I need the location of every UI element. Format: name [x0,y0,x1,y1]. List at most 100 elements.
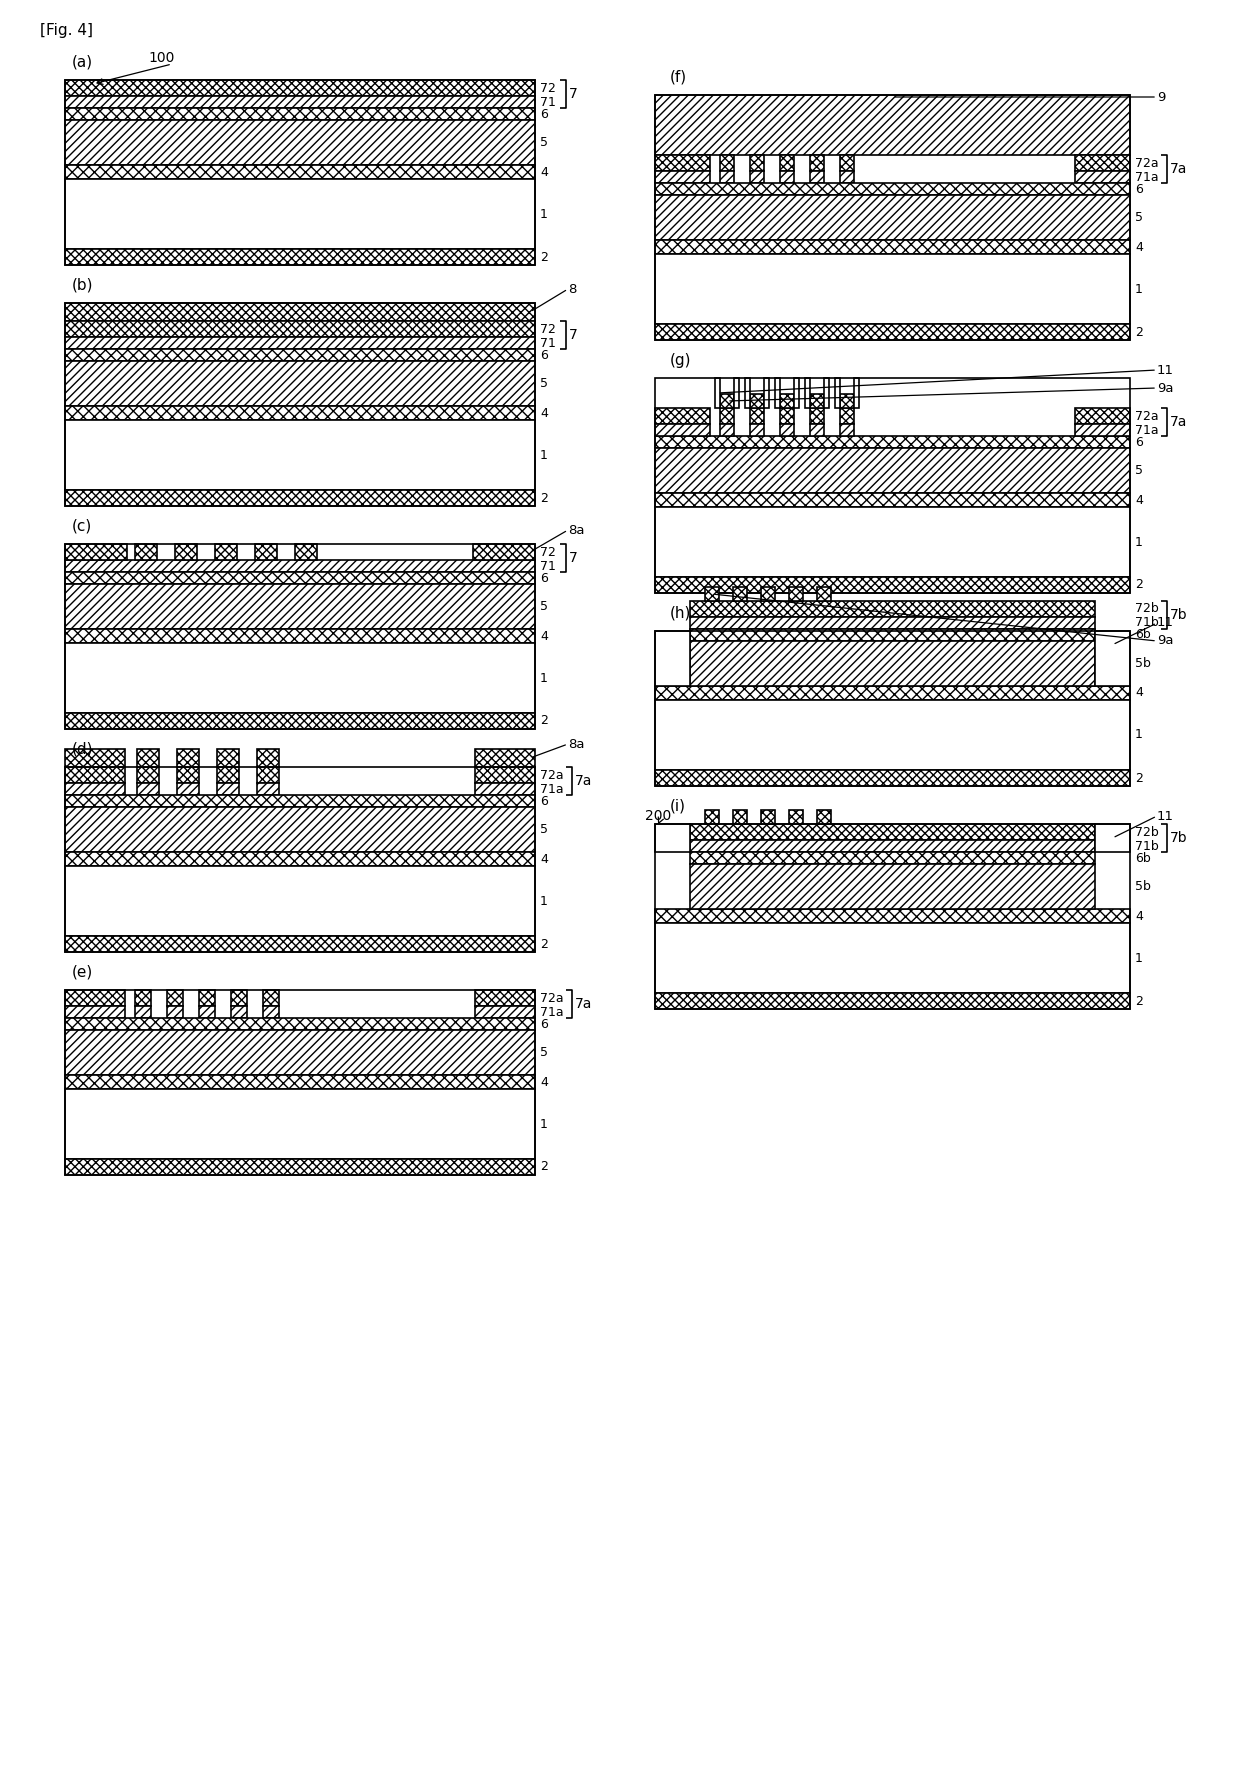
Bar [810,172,825,182]
Text: (h): (h) [670,606,692,620]
Text: 7b: 7b [1171,831,1188,845]
Bar [655,824,1130,1009]
Bar [64,179,534,250]
Bar [780,172,794,182]
Text: (f): (f) [670,69,687,85]
Text: (e): (e) [72,965,93,979]
Bar [64,572,534,584]
Text: 6: 6 [539,108,548,120]
Text: 7: 7 [569,551,578,565]
Bar [472,544,534,560]
Bar [231,990,247,1006]
Bar [135,544,157,560]
Bar [64,937,534,953]
Bar [810,423,825,436]
Text: 72: 72 [539,81,556,94]
Text: 7b: 7b [1171,607,1188,622]
Bar [839,172,854,182]
Text: 1: 1 [1135,728,1143,742]
Text: 7: 7 [569,87,578,101]
Bar [1095,630,1130,685]
Text: 5: 5 [1135,464,1143,476]
Text: 2: 2 [539,1160,548,1174]
Text: 5: 5 [539,824,548,836]
Bar [64,420,534,491]
Bar [780,393,794,407]
Text: (b): (b) [72,278,93,292]
Bar [835,377,839,407]
Bar [655,156,711,172]
Bar [655,700,1130,770]
Text: 1: 1 [1135,535,1143,549]
Bar [64,1089,534,1158]
Bar [655,909,1130,923]
Bar [750,172,764,182]
Text: 2: 2 [1135,579,1143,592]
Bar [789,809,804,824]
Bar [64,714,534,730]
Text: 8: 8 [568,283,577,296]
Bar [64,990,125,1006]
Bar [655,241,1130,253]
Text: 71b: 71b [1135,616,1158,629]
Text: (d): (d) [72,742,93,756]
Text: 4: 4 [1135,494,1143,507]
Bar [231,1006,247,1018]
Bar [715,377,720,407]
Text: 5: 5 [539,377,548,390]
Text: 6b: 6b [1135,629,1151,641]
Text: 1: 1 [539,207,548,221]
Bar [64,108,534,120]
Bar [136,749,159,767]
Text: 5b: 5b [1135,880,1151,893]
Text: 72a: 72a [1135,156,1158,170]
Text: 7: 7 [569,328,578,342]
Text: 2: 2 [539,714,548,728]
Bar [810,393,825,407]
Bar [64,361,534,406]
Text: 4: 4 [539,629,548,643]
Bar [689,629,1095,641]
Bar [706,586,719,600]
Text: 2: 2 [539,937,548,951]
Text: 9a: 9a [1157,381,1173,395]
Bar [720,393,734,407]
Text: 71: 71 [539,560,556,572]
Bar [734,377,739,407]
Text: 71a: 71a [539,783,564,795]
Bar [217,749,239,767]
Bar [64,1158,534,1174]
Bar [750,407,764,423]
Bar [64,80,534,266]
Bar [64,1031,534,1075]
Bar [655,507,1130,577]
Text: 5: 5 [1135,211,1143,223]
Text: 6: 6 [539,572,548,584]
Text: 6: 6 [1135,436,1143,448]
Bar [64,303,534,321]
Bar [64,767,125,783]
Bar [689,839,1095,852]
Bar [1075,407,1130,423]
Bar [780,156,794,172]
Bar [136,783,159,795]
Bar [750,393,764,407]
Bar [655,96,1130,156]
Bar [789,586,804,600]
Bar [64,749,125,767]
Text: 2: 2 [1135,326,1143,338]
Bar [1075,172,1130,182]
Text: 1: 1 [539,448,548,462]
Bar [655,96,1130,340]
Bar [655,492,1130,507]
Text: [Fig. 4]: [Fig. 4] [40,23,93,37]
Bar [64,767,534,953]
Text: 5: 5 [539,1047,548,1059]
Text: (g): (g) [670,352,692,368]
Bar [198,1006,215,1018]
Bar [655,448,1130,492]
Text: 4: 4 [1135,241,1143,253]
Bar [64,336,534,349]
Bar [64,250,534,266]
Bar [64,1006,125,1018]
